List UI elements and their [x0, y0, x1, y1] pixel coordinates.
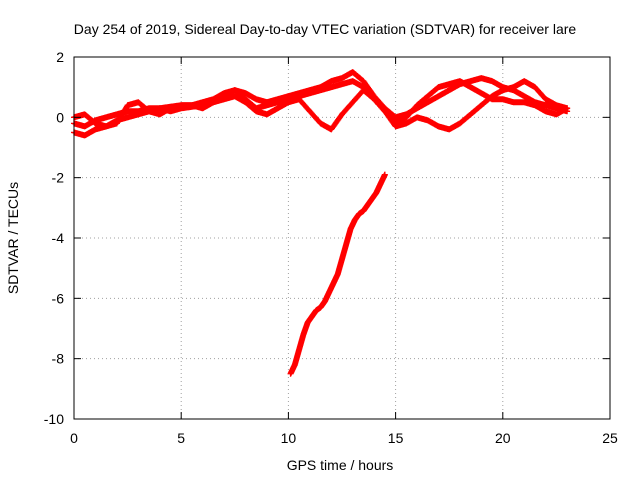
y-tick-label: 0 [56, 109, 64, 125]
x-tick-label: 10 [281, 430, 297, 446]
y-tick-label: -10 [44, 411, 64, 427]
chart-title: Day 254 of 2019, Sidereal Day-to-day VTE… [74, 21, 577, 37]
x-axis-label: GPS time / hours [287, 457, 394, 473]
x-tick-label: 5 [177, 430, 185, 446]
data-points [71, 69, 571, 377]
series-track-d [287, 171, 388, 377]
y-tick-label: 2 [56, 49, 64, 65]
y-tick-label: -8 [52, 351, 65, 367]
y-tick-label: -4 [52, 230, 65, 246]
y-tick-label: -6 [52, 290, 65, 306]
x-tick-label: 25 [602, 430, 618, 446]
y-axis: -10 -8 -6 -4 -2 0 2 [44, 49, 610, 427]
x-axis: 0 5 10 15 20 25 [70, 57, 618, 446]
x-tick-label: 20 [495, 430, 511, 446]
series-markers [287, 171, 388, 377]
y-axis-label: SDTVAR / TECUs [5, 182, 21, 294]
y-tick-label: -2 [52, 170, 65, 186]
x-tick-label: 0 [70, 430, 78, 446]
x-tick-label: 15 [388, 430, 404, 446]
